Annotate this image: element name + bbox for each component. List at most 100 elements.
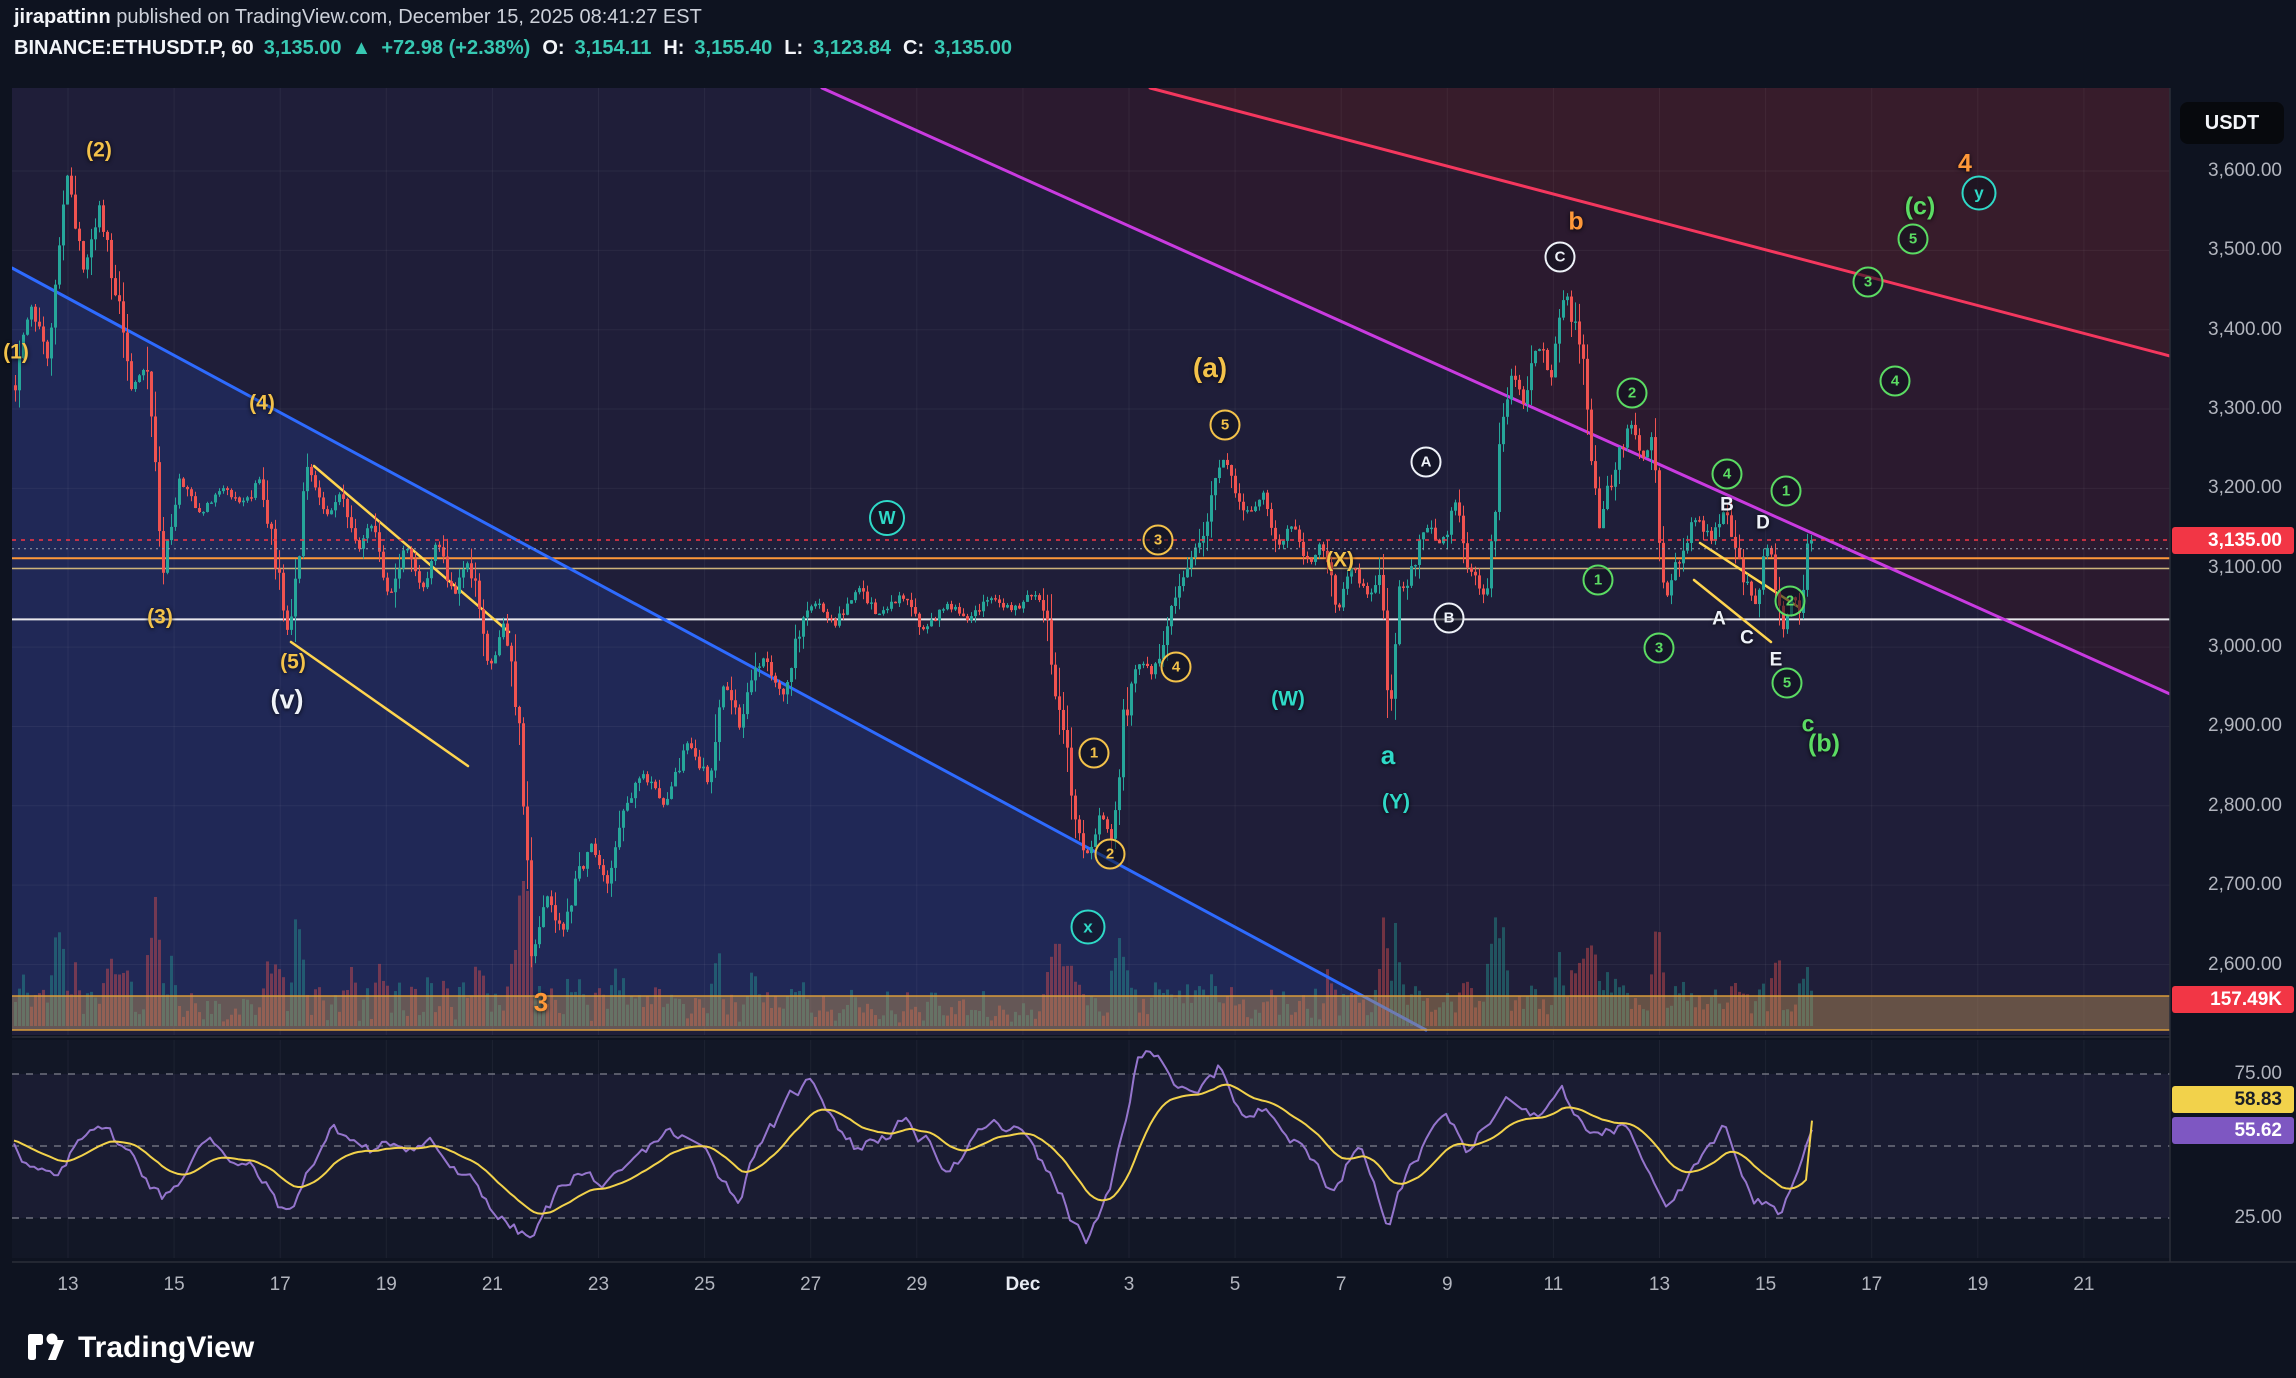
price-axis-label: 3,400.00 xyxy=(2208,318,2282,340)
price-axis-label: 2,700.00 xyxy=(2208,874,2282,896)
rsi-ma-badge: 58.83 xyxy=(2172,1086,2294,1113)
open-value: 3,154.11 xyxy=(574,37,652,59)
wave-label-4: 4 xyxy=(1160,651,1192,683)
price-axis-label: 2,900.00 xyxy=(2208,715,2282,737)
wave-label-C: C xyxy=(1544,241,1576,273)
time-axis-label: 15 xyxy=(163,1274,185,1295)
price-change: +72.98 (+2.38%) xyxy=(381,37,531,59)
time-axis-label: 9 xyxy=(1442,1274,1453,1295)
trendline-support-blue xyxy=(12,266,1428,1032)
wave-label-c: c xyxy=(1801,710,1815,737)
price-axis-label: 3,000.00 xyxy=(2208,636,2282,658)
wave-label-D: D xyxy=(1756,512,1770,534)
wave-label-A: A xyxy=(1712,608,1726,630)
trendline-yellow-channel-left-b xyxy=(289,640,470,768)
time-axis-label: 7 xyxy=(1335,1274,1347,1295)
time-axis-label: 11 xyxy=(1543,1274,1564,1295)
time-axis-label: 3 xyxy=(1123,1274,1135,1295)
open-label: O: xyxy=(542,37,565,59)
wave-label-4: 4 xyxy=(1711,458,1743,490)
rsi-value-badge: 55.62 xyxy=(2172,1117,2294,1144)
wave-label-1: 1 xyxy=(1078,737,1110,769)
close-value: 3,135.00 xyxy=(934,37,1012,59)
time-axis-label: 23 xyxy=(587,1274,610,1295)
trendline-yellow-channel-right-b xyxy=(1692,578,1773,644)
price-axis-label: 3,100.00 xyxy=(2208,556,2282,578)
low-value: 3,123.84 xyxy=(813,37,892,59)
wave-label-5: 5 xyxy=(1209,409,1241,441)
wave-label-3: 3 xyxy=(533,987,549,1017)
rsi-axis-label: 25.00 xyxy=(2234,1207,2282,1228)
time-axis-label: 13 xyxy=(1648,1274,1671,1295)
wave-label-5: (5) xyxy=(280,650,306,674)
tradingview-logo-icon xyxy=(28,1333,64,1360)
time-axis-label: Dec xyxy=(1005,1274,1041,1295)
publish-line: jirapattinn published on TradingView.com… xyxy=(14,6,1012,29)
snapshot-header: jirapattinn published on TradingView.com… xyxy=(14,6,1012,60)
time-axis-label: 21 xyxy=(481,1274,503,1295)
wave-label-5: 5 xyxy=(1771,667,1803,699)
wave-label-a: (a) xyxy=(1192,352,1228,383)
candlestick-series xyxy=(14,167,1813,968)
brand-wordmark: TradingView xyxy=(78,1331,255,1364)
wave-label-2: 2 xyxy=(1094,838,1126,870)
wave-label-W: W xyxy=(869,500,905,536)
time-axis-label: 17 xyxy=(269,1274,291,1295)
region-purple xyxy=(12,88,2170,1035)
wave-label-E: E xyxy=(1769,649,1783,671)
time-axis-label: 17 xyxy=(1861,1274,1883,1295)
currency-toggle-button[interactable]: USDT xyxy=(2180,102,2284,144)
wave-label-b: b xyxy=(1568,207,1584,236)
time-axis-label: 27 xyxy=(800,1274,822,1295)
volume-badge: 157.49K xyxy=(2172,986,2294,1013)
wave-label-3: 3 xyxy=(1852,266,1884,298)
wave-label-3: (3) xyxy=(147,605,173,629)
price-axis[interactable]: USDT 3,135.00 157.49K 58.83 55.62 3,600.… xyxy=(2170,0,2296,1378)
time-axis-label: 15 xyxy=(1755,1274,1777,1295)
trendline-channel-magenta xyxy=(820,88,2170,696)
time-axis-label: 13 xyxy=(57,1274,79,1295)
high-label: H: xyxy=(663,37,685,59)
author-name: jirapattinn xyxy=(14,6,111,28)
rsi-ma-line xyxy=(13,1083,1813,1215)
time-axis-label: 21 xyxy=(2073,1274,2095,1295)
symbol-title: BINANCE:ETHUSDT.P, 60 xyxy=(14,37,254,59)
wave-label-4: (4) xyxy=(249,391,275,415)
price-axis-label: 2,800.00 xyxy=(2208,794,2282,816)
wave-label-2: (2) xyxy=(86,138,112,162)
price-axis-label: 2,600.00 xyxy=(2208,953,2282,975)
wave-label-4: 4 xyxy=(1879,365,1911,397)
time-axis-label: 19 xyxy=(1967,1274,1989,1295)
price-axis-label: 3,300.00 xyxy=(2208,398,2282,420)
wave-label-1: 1 xyxy=(1582,564,1614,596)
time-axis-label: 19 xyxy=(375,1274,397,1295)
last-price: 3,135.00 xyxy=(263,37,342,59)
wave-label-2: 2 xyxy=(1616,377,1648,409)
wave-label-y: y xyxy=(1961,175,1997,211)
price-axis-label: 3,600.00 xyxy=(2208,160,2282,181)
wave-label-2: 2 xyxy=(1774,585,1806,617)
wave-label-B: B xyxy=(1720,494,1734,516)
wave-label-A: A xyxy=(1410,446,1442,478)
wave-label-Y: (Y) xyxy=(1382,790,1410,814)
wave-label-x: x xyxy=(1070,909,1106,945)
time-axis-label: 25 xyxy=(694,1274,716,1295)
symbol-line: BINANCE:ETHUSDT.P, 60 3,135.00 ▲ +72.98 … xyxy=(14,37,1012,60)
wave-label-4: 4 xyxy=(1958,149,1972,178)
trendline-resistance-red xyxy=(1148,88,2170,358)
wave-label-B: B xyxy=(1433,602,1465,634)
tradingview-footer[interactable]: TradingView xyxy=(26,1328,254,1368)
time-axis-label: 5 xyxy=(1229,1274,1241,1295)
wave-label-3: 3 xyxy=(1643,632,1675,664)
wave-label-X: (X) xyxy=(1326,548,1354,572)
rsi-line xyxy=(13,1050,1813,1245)
wave-label-1: (1) xyxy=(3,340,29,364)
up-arrow-icon: ▲ xyxy=(351,37,372,59)
last-price-badge: 3,135.00 xyxy=(2172,527,2294,554)
wave-label-3: 3 xyxy=(1142,524,1174,556)
zone-demand-zone xyxy=(12,996,2170,1030)
wave-label-c: (c) xyxy=(1904,192,1936,221)
wave-label-v: (v) xyxy=(270,684,304,715)
wave-label-W: (W) xyxy=(1271,687,1305,711)
